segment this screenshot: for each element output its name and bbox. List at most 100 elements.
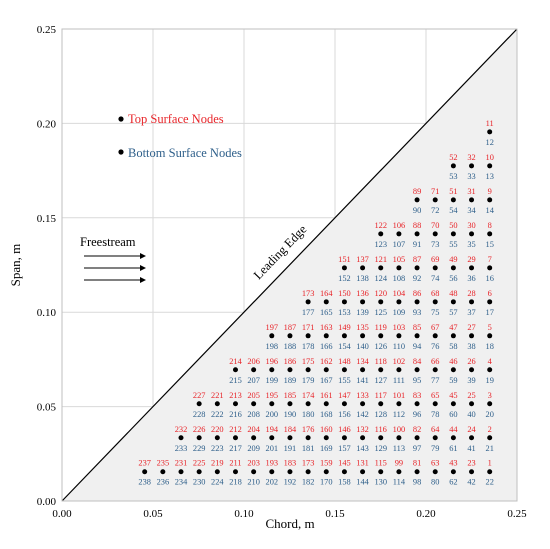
bottom-node-label: 167: [320, 376, 333, 385]
node-marker: [396, 265, 402, 271]
bottom-node-label: 39: [467, 376, 475, 385]
bottom-node-label: 127: [374, 376, 387, 385]
top-node-label: 115: [375, 459, 387, 468]
bottom-node-label: 78: [431, 410, 439, 419]
node-marker: [323, 435, 329, 441]
bottom-node-label: 19: [486, 376, 494, 385]
bottom-node-label: 111: [393, 376, 405, 385]
x-tick-label: 0.20: [416, 508, 436, 520]
node-marker: [450, 333, 456, 339]
node-marker: [450, 299, 456, 305]
node-marker: [323, 401, 329, 407]
top-node-label: 197: [266, 323, 279, 332]
top-node-label: 68: [431, 289, 439, 298]
top-node-label: 9: [488, 187, 492, 196]
top-node-label: 66: [431, 357, 439, 366]
node-marker: [232, 367, 238, 373]
x-tick-label: 0.10: [234, 508, 254, 520]
node-marker: [487, 469, 493, 475]
top-node-label: 173: [302, 459, 315, 468]
bottom-node-label: 107: [393, 240, 406, 249]
bottom-node-label: 191: [284, 444, 297, 453]
top-node-label: 23: [467, 459, 475, 468]
bottom-node-label: 59: [449, 376, 457, 385]
node-marker: [214, 469, 220, 475]
bottom-node-label: 90: [413, 206, 421, 215]
top-node-label: 204: [247, 425, 260, 434]
bottom-node-label: 110: [393, 342, 405, 351]
top-node-label: 116: [375, 425, 387, 434]
x-axis-title: Chord, m: [265, 516, 314, 531]
top-node-label: 231: [175, 459, 188, 468]
bottom-node-label: 181: [302, 444, 315, 453]
node-marker: [341, 469, 347, 475]
node-marker: [487, 299, 493, 305]
node-marker: [469, 163, 475, 169]
top-node-label: 137: [356, 255, 369, 264]
node-marker: [305, 333, 311, 339]
top-node-label: 67: [431, 323, 439, 332]
bottom-node-label: 80: [431, 478, 439, 487]
node-marker: [196, 401, 202, 407]
bottom-node-label: 180: [302, 410, 315, 419]
top-node-label: 117: [375, 391, 387, 400]
bottom-node-label: 166: [320, 342, 333, 351]
top-node-label: 145: [338, 459, 351, 468]
top-node-label: 118: [375, 357, 387, 366]
top-node-label: 83: [413, 391, 421, 400]
top-node-label: 136: [356, 289, 369, 298]
node-marker: [360, 401, 366, 407]
node-marker: [432, 333, 438, 339]
bottom-node-label: 178: [302, 342, 315, 351]
top-node-label: 88: [413, 221, 421, 230]
node-marker: [269, 367, 275, 373]
freestream-label: Freestream: [80, 235, 136, 249]
node-marker: [432, 401, 438, 407]
top-node-label: 3: [488, 391, 492, 400]
top-node-label: 221: [211, 391, 224, 400]
top-node-label: 187: [284, 323, 297, 332]
y-tick-label: 0.15: [37, 213, 57, 225]
node-marker: [469, 469, 475, 475]
top-node-label: 87: [413, 255, 421, 264]
top-node-label: 48: [449, 289, 457, 298]
node-marker: [396, 333, 402, 339]
bottom-node-label: 182: [302, 478, 315, 487]
top-node-label: 102: [393, 357, 406, 366]
top-node-label: 132: [356, 425, 369, 434]
node-marker: [487, 265, 493, 271]
node-marker: [487, 401, 493, 407]
node-marker: [396, 401, 402, 407]
legend-bottom-label: Bottom Surface Nodes: [128, 146, 242, 160]
bottom-node-label: 126: [374, 342, 387, 351]
node-marker: [214, 435, 220, 441]
plot-border: [61, 28, 518, 502]
top-node-label: 70: [431, 221, 439, 230]
bottom-node-label: 92: [413, 274, 421, 283]
bottom-node-label: 72: [431, 206, 439, 215]
node-marker: [414, 469, 420, 475]
top-node-label: 135: [356, 323, 369, 332]
bottom-node-label: 96: [413, 410, 421, 419]
top-node-label: 183: [284, 459, 297, 468]
top-node-label: 2: [488, 425, 492, 434]
node-marker: [414, 367, 420, 373]
bottom-node-label: 202: [266, 478, 279, 487]
top-node-label: 147: [338, 391, 351, 400]
top-node-label: 185: [284, 391, 297, 400]
node-marker: [251, 435, 257, 441]
bottom-node-label: 77: [431, 376, 439, 385]
bottom-node-label: 189: [284, 376, 297, 385]
node-marker: [178, 469, 184, 475]
top-node-label: 103: [393, 323, 406, 332]
bottom-node-label: 192: [284, 478, 297, 487]
bottom-node-label: 190: [284, 410, 297, 419]
bottom-node-label: 165: [320, 308, 333, 317]
top-node-label: 29: [467, 255, 475, 264]
node-marker: [450, 265, 456, 271]
top-node-label: 122: [374, 221, 387, 230]
top-node-label: 71: [431, 187, 439, 196]
node-marker: [487, 367, 493, 373]
top-node-label: 173: [302, 289, 315, 298]
y-axis-title: Span, m: [8, 244, 23, 287]
